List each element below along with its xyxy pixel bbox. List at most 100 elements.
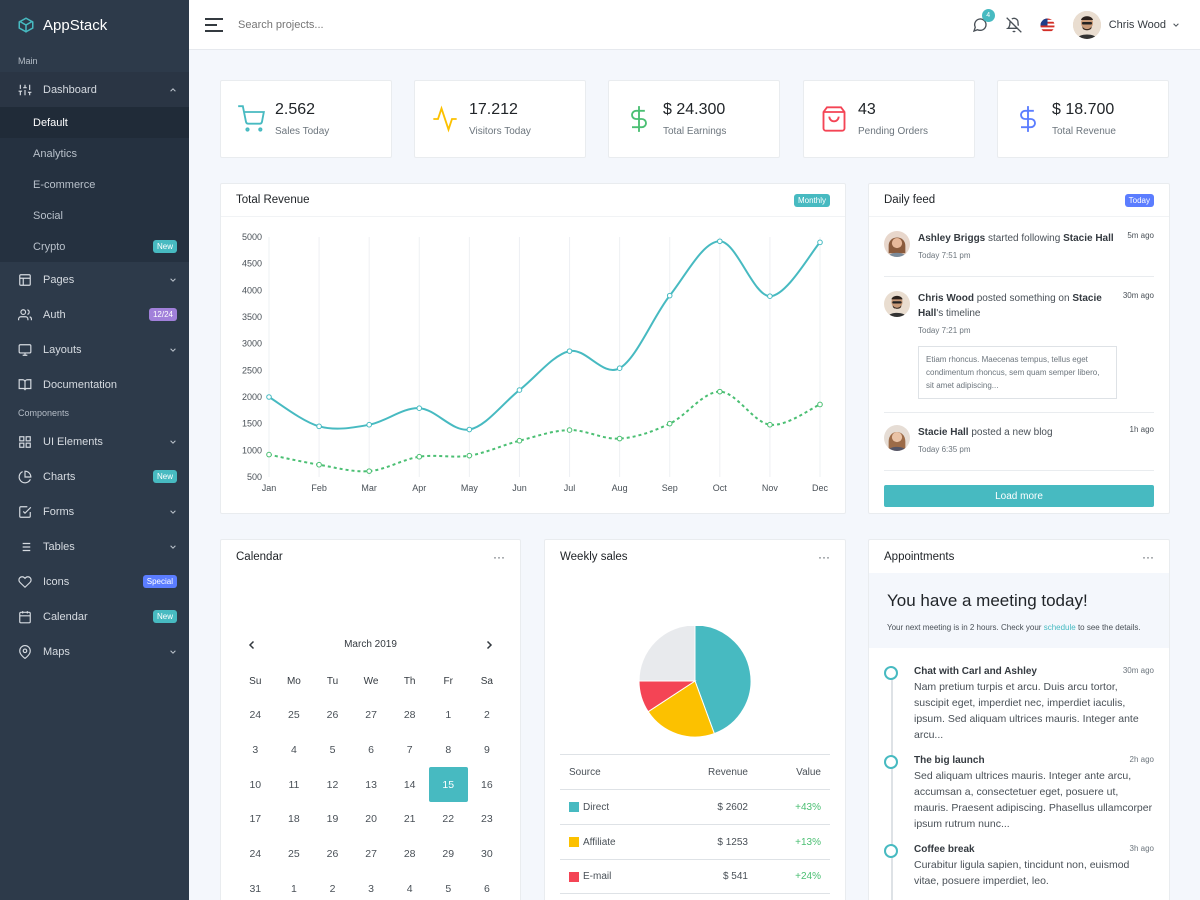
data-point[interactable]: [817, 401, 823, 408]
feed-target[interactable]: Stacie Hall: [918, 293, 1102, 319]
pie-slice[interactable]: [694, 626, 752, 735]
notifications-button[interactable]: [1005, 17, 1022, 33]
feed-actor[interactable]: Ashley Briggs: [918, 233, 986, 244]
more-options-icon[interactable]: ···: [493, 549, 505, 564]
calendar-day[interactable]: 11: [288, 778, 300, 791]
sidebar-subitem-crypto[interactable]: Crypto New: [0, 231, 189, 262]
monthly-badge[interactable]: Monthly: [793, 193, 830, 207]
feed-actor[interactable]: Stacie Hall: [918, 427, 969, 438]
sidebar-item-tables[interactable]: Tables: [0, 529, 189, 564]
data-point[interactable]: [416, 453, 423, 460]
sidebar-item-documentation[interactable]: Documentation: [0, 367, 189, 402]
chevron-left-icon[interactable]: [247, 640, 257, 650]
calendar-day-selected[interactable]: 15: [428, 767, 468, 803]
sidebar-item-ui-elements[interactable]: UI Elements: [0, 424, 189, 459]
data-point[interactable]: [266, 451, 272, 458]
data-point[interactable]: [366, 421, 372, 428]
chevron-down-icon[interactable]: [1172, 21, 1180, 29]
more-options-icon[interactable]: ···: [1142, 549, 1154, 564]
calendar-day[interactable]: 6: [483, 882, 490, 895]
timeline-item[interactable]: Coffee break 3h ago Curabitur ligula sapi…: [884, 844, 1154, 889]
sidebar-subitem-analytics[interactable]: Analytics: [0, 138, 189, 169]
calendar-day[interactable]: 1: [290, 882, 297, 895]
calendar-day[interactable]: 30: [481, 848, 493, 861]
search-input[interactable]: [238, 18, 538, 31]
calendar-day[interactable]: 27: [365, 709, 377, 722]
data-point[interactable]: [767, 421, 773, 428]
data-point[interactable]: [666, 292, 673, 299]
data-point[interactable]: [316, 423, 322, 430]
feed-target[interactable]: Stacie Hall: [1063, 233, 1114, 244]
calendar-day[interactable]: 26: [326, 848, 339, 861]
calendar-day[interactable]: 24: [249, 709, 262, 722]
sidebar-item-layouts[interactable]: Layouts: [0, 332, 189, 367]
data-point[interactable]: [316, 461, 322, 468]
calendar-day[interactable]: 4: [406, 882, 413, 895]
data-point[interactable]: [566, 348, 573, 354]
data-point[interactable]: [616, 365, 623, 371]
calendar-day[interactable]: 8: [445, 744, 452, 757]
calendar-day[interactable]: 28: [403, 709, 416, 722]
data-point[interactable]: [767, 293, 773, 299]
sidebar-item-forms[interactable]: Forms: [0, 494, 189, 529]
calendar-day[interactable]: 3: [368, 882, 374, 895]
pie-slice[interactable]: [647, 680, 715, 738]
brand[interactable]: AppStack: [0, 0, 189, 50]
calendar-day[interactable]: 1: [445, 709, 452, 722]
calendar-day[interactable]: 21: [403, 813, 416, 826]
feed-actor[interactable]: Chris Wood: [918, 293, 974, 304]
calendar-day[interactable]: 14: [403, 778, 416, 791]
data-point[interactable]: [416, 405, 423, 411]
sidebar-subitem-default[interactable]: Default: [0, 107, 189, 138]
calendar-day[interactable]: 2: [483, 709, 490, 722]
sidebar-item-calendar[interactable]: Calendar New: [0, 599, 189, 634]
calendar-day[interactable]: 5: [445, 882, 452, 895]
data-point[interactable]: [616, 435, 623, 442]
calendar-day[interactable]: 3: [252, 744, 259, 757]
calendar-day[interactable]: 19: [326, 813, 339, 826]
sidebar-item-maps[interactable]: Maps: [0, 634, 189, 669]
data-point[interactable]: [266, 394, 272, 400]
calendar-day[interactable]: 23: [481, 813, 493, 826]
data-point[interactable]: [717, 238, 723, 245]
language-selector[interactable]: [1040, 17, 1055, 33]
messages-button[interactable]: 4: [972, 9, 995, 33]
load-more-button[interactable]: Load more: [884, 485, 1154, 507]
calendar-day[interactable]: 17: [249, 813, 262, 826]
calendar-day[interactable]: 18: [288, 813, 300, 826]
more-options-icon[interactable]: ···: [818, 549, 830, 564]
calendar-day[interactable]: 7: [406, 744, 413, 757]
calendar-day[interactable]: 24: [249, 848, 262, 861]
timeline-item[interactable]: Chat with Carl and Ashley 30m ago Nam pre…: [884, 666, 1154, 743]
calendar-day[interactable]: 13: [365, 778, 377, 791]
timeline-item[interactable]: The big launch 2h ago Sed aliquam ultrice…: [884, 755, 1154, 832]
calendar-day[interactable]: 22: [442, 813, 455, 826]
user-name[interactable]: Chris Wood: [1108, 19, 1166, 31]
calendar-day[interactable]: 12: [326, 778, 339, 791]
calendar-day[interactable]: 5: [329, 744, 336, 757]
pie-slice[interactable]: [638, 626, 696, 682]
hamburger-menu-icon[interactable]: [205, 17, 223, 32]
calendar-day[interactable]: 9: [483, 744, 490, 757]
data-point[interactable]: [666, 420, 673, 427]
sidebar-subitem-ecommerce[interactable]: E-commerce: [0, 169, 189, 200]
schedule-link[interactable]: schedule: [1043, 623, 1076, 632]
sidebar-item-pages[interactable]: Pages: [0, 262, 189, 297]
data-point[interactable]: [516, 437, 523, 444]
calendar-day[interactable]: 25: [288, 709, 300, 722]
calendar-day[interactable]: 28: [403, 848, 416, 861]
data-point[interactable]: [717, 388, 723, 395]
calendar-day[interactable]: 4: [290, 744, 297, 757]
data-point[interactable]: [466, 452, 473, 459]
data-point[interactable]: [466, 426, 473, 433]
data-point[interactable]: [566, 427, 573, 433]
sidebar-item-charts[interactable]: Charts New: [0, 459, 189, 494]
calendar-day[interactable]: 20: [365, 813, 377, 826]
calendar-day[interactable]: 10: [249, 778, 262, 791]
avatar[interactable]: [1072, 11, 1101, 39]
sidebar-subitem-social[interactable]: Social: [0, 200, 189, 231]
calendar-day[interactable]: 29: [442, 848, 455, 861]
data-point[interactable]: [366, 468, 372, 474]
calendar-day[interactable]: 25: [288, 848, 300, 861]
calendar-day[interactable]: 26: [326, 709, 339, 722]
